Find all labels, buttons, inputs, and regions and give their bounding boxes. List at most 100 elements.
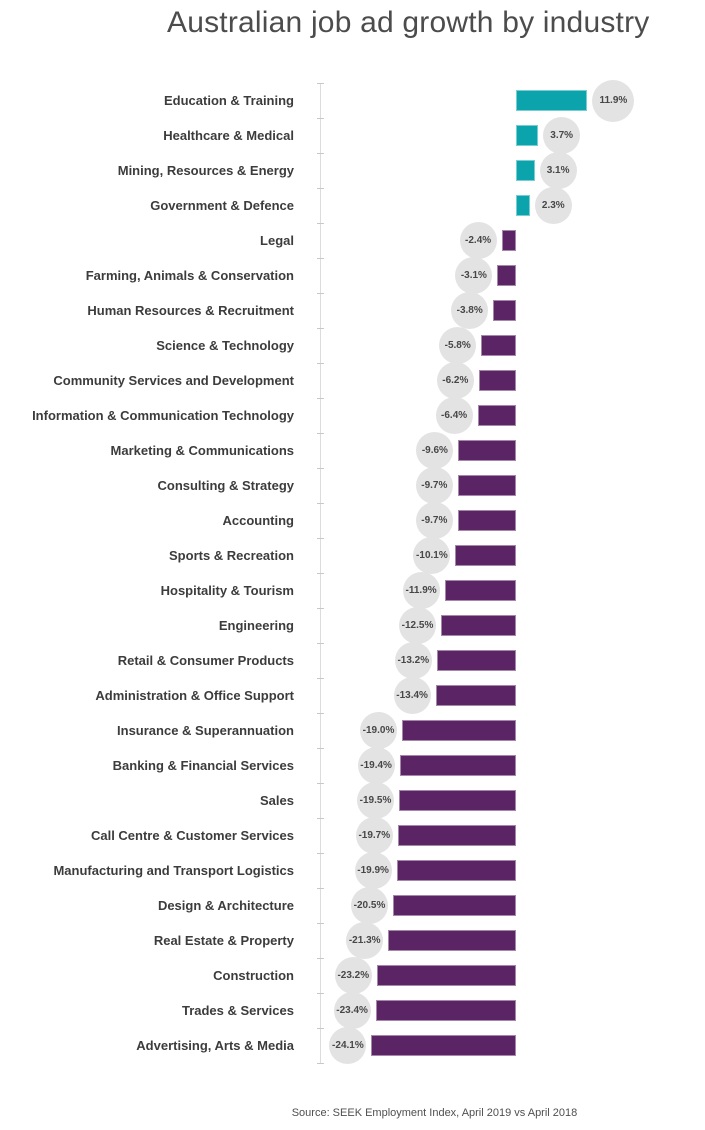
bar-negative	[497, 265, 516, 286]
axis-tick	[317, 328, 324, 329]
category-label: Design & Architecture	[157, 898, 294, 913]
category-label: Sales	[260, 793, 294, 808]
value-label: -3.8%	[456, 305, 483, 316]
category-label: Healthcare & Medical	[163, 128, 294, 143]
axis-tick	[317, 1028, 324, 1029]
value-label: -13.2%	[397, 655, 430, 666]
value-bubble: -3.8%	[451, 292, 489, 329]
bar-negative	[397, 825, 516, 846]
value-label: -5.8%	[444, 340, 471, 351]
axis-tick	[317, 538, 324, 539]
axis-tick	[317, 293, 324, 294]
value-bubble: -21.3%	[346, 922, 384, 959]
axis-tick	[317, 923, 324, 924]
axis-tick	[317, 748, 324, 749]
value-label: -13.4%	[396, 690, 428, 701]
bar-negative	[399, 755, 516, 776]
bar-negative	[477, 405, 516, 426]
value-bubble: -9.7%	[415, 467, 453, 504]
value-bubble: -19.0%	[360, 712, 397, 749]
axis-tick	[317, 153, 324, 154]
value-bubble: -9.7%	[415, 502, 453, 539]
category-label: Administration & Office Support	[95, 688, 294, 703]
value-label: -10.1%	[416, 550, 448, 561]
value-bubble: -5.8%	[439, 327, 477, 364]
value-bubble: -19.9%	[354, 852, 392, 889]
value-label: -20.5%	[353, 900, 386, 911]
value-label: -21.3%	[348, 935, 381, 946]
category-label: Call Centre & Customer Services	[90, 828, 294, 843]
category-label: Farming, Animals & Conservation	[85, 268, 294, 283]
category-label: Government & Defence	[150, 198, 294, 213]
value-label: -2.4%	[465, 235, 492, 246]
bar-negative	[399, 790, 516, 811]
bar-negative	[457, 475, 516, 496]
axis-tick	[317, 573, 324, 574]
category-label: Sports & Recreation	[169, 548, 294, 563]
axis-tick	[317, 398, 324, 399]
axis-tick	[317, 363, 324, 364]
axis-tick	[317, 223, 324, 224]
bar-negative	[478, 370, 516, 391]
bar-negative	[481, 335, 516, 356]
bar-negative	[441, 615, 516, 636]
bar-negative	[501, 230, 516, 251]
category-label: Real Estate & Property	[153, 933, 294, 948]
value-bubble: -12.5%	[399, 607, 436, 644]
category-label: Mining, Resources & Energy	[117, 163, 294, 178]
axis-tick	[317, 888, 324, 889]
value-label: -23.4%	[336, 1005, 368, 1016]
axis-tick	[317, 1063, 324, 1064]
category-label: Human Resources & Recruitment	[87, 303, 294, 318]
bar-negative	[376, 965, 516, 986]
category-label: Marketing & Communications	[110, 443, 294, 458]
axis-tick	[317, 258, 324, 259]
value-label: -11.9%	[405, 585, 437, 596]
category-label: Banking & Financial Services	[112, 758, 294, 773]
value-bubble: -23.4%	[333, 992, 371, 1029]
value-label: -19.5%	[359, 795, 392, 806]
category-label: Advertising, Arts & Media	[136, 1038, 294, 1053]
bar-negative	[375, 1000, 516, 1021]
bar-negative	[396, 860, 516, 881]
bar-negative	[444, 580, 516, 601]
category-label: Hospitality & Tourism	[160, 583, 294, 598]
value-label: -12.5%	[401, 620, 434, 631]
value-bubble: -19.4%	[357, 747, 395, 784]
value-bubble: -13.2%	[394, 642, 432, 679]
value-label: -23.2%	[337, 970, 370, 981]
axis-tick	[317, 993, 324, 994]
bar-negative	[388, 930, 516, 951]
value-bubble: -20.5%	[351, 887, 388, 924]
axis-tick	[317, 643, 324, 644]
value-label: -3.1%	[460, 270, 487, 281]
value-label: 3.7%	[550, 130, 574, 141]
value-label: 11.9%	[599, 95, 628, 106]
category-label: Trades & Services	[181, 1003, 294, 1018]
value-bubble: 3.7%	[543, 117, 581, 154]
value-bubble: -19.7%	[355, 817, 393, 854]
category-label: Insurance & Superannuation	[117, 723, 294, 738]
axis-tick	[317, 118, 324, 119]
axis-tick	[317, 818, 324, 819]
bar-negative	[435, 685, 516, 706]
category-label: Manufacturing and Transport Logistics	[53, 863, 294, 878]
chart-title: Australian job ad growth by industry	[167, 6, 650, 39]
axis-tick	[317, 188, 324, 189]
value-label: -6.2%	[442, 375, 469, 386]
category-label: Engineering	[218, 618, 294, 633]
bar-positive	[516, 195, 530, 216]
value-bubble: -23.2%	[334, 957, 372, 994]
value-bubble: -19.5%	[357, 782, 394, 819]
value-bubble: 2.3%	[534, 187, 572, 224]
category-label: Information & Communication Technology	[32, 408, 294, 423]
axis-tick	[317, 433, 324, 434]
axis-tick	[317, 608, 324, 609]
axis-tick	[317, 853, 324, 854]
value-label: -24.1%	[332, 1040, 364, 1051]
bar-negative	[402, 720, 516, 741]
value-label: 3.1%	[546, 165, 570, 176]
value-bubble: 3.1%	[539, 152, 577, 189]
value-label: -19.7%	[358, 830, 391, 841]
